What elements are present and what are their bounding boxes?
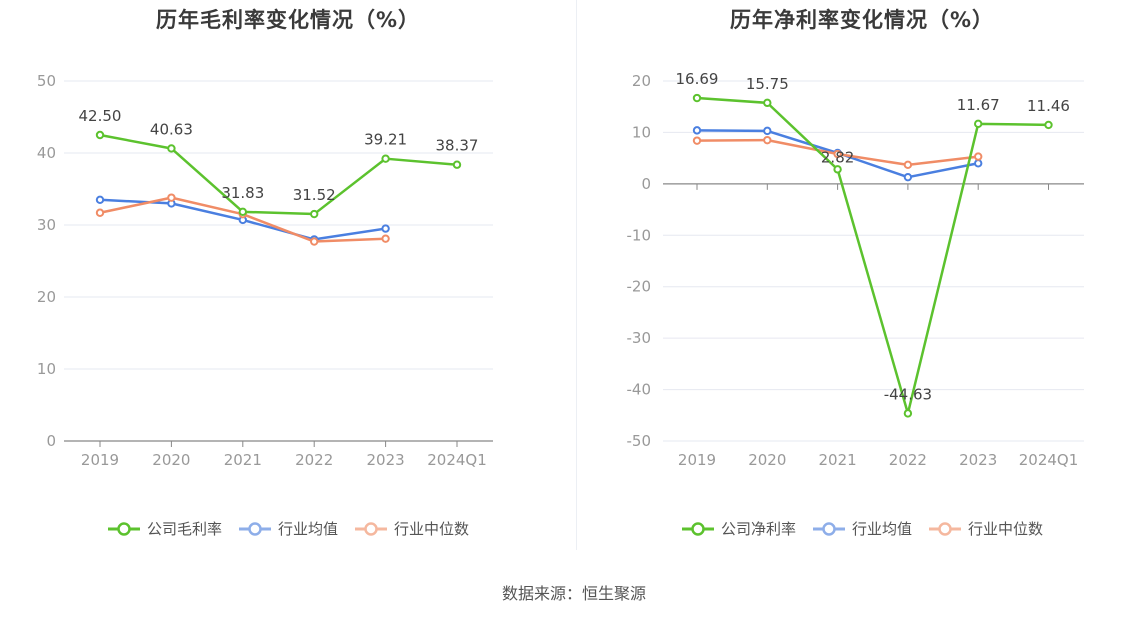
legend-label: 公司毛利率 bbox=[146, 520, 222, 538]
data-point-median bbox=[381, 234, 390, 243]
gross-margin-legend: 公司毛利率 行业均值 行业中位数 bbox=[0, 518, 576, 539]
data-point-company bbox=[238, 207, 248, 217]
data-point-median bbox=[763, 135, 772, 145]
y-tick-label: 20 bbox=[632, 72, 651, 90]
data-point-company bbox=[974, 119, 983, 129]
data-label: 31.52 bbox=[293, 186, 336, 204]
data-label: 11.46 bbox=[1027, 97, 1070, 115]
data-point-company bbox=[167, 144, 176, 153]
x-tick-label: 2021 bbox=[819, 451, 857, 469]
legend-swatch-icon bbox=[812, 521, 845, 536]
legend-swatch-icon bbox=[107, 521, 140, 536]
legend-swatch-icon bbox=[929, 521, 961, 536]
data-label: 42.50 bbox=[79, 107, 122, 125]
data-point-median bbox=[310, 237, 319, 246]
data-label: 39.21 bbox=[364, 131, 407, 149]
data-point-median bbox=[833, 149, 842, 159]
net-margin-chart-title: 历年净利率变化情况（%） bbox=[729, 8, 995, 32]
y-tick-label: -10 bbox=[627, 226, 652, 244]
net-margin-chart-panel: 历年净利率变化情况（%） 20 10 0 -10 -20 -30 -40 -50 2019 202… bbox=[576, 0, 1148, 560]
data-label: 15.75 bbox=[746, 75, 789, 93]
data-point-average bbox=[903, 172, 913, 182]
data-point-average bbox=[381, 224, 390, 233]
data-point-company bbox=[1044, 120, 1053, 130]
legend-swatch-icon bbox=[238, 521, 271, 536]
net-margin-plot: 20 10 0 -10 -20 -30 -40 -50 2019 2020 2021 2022 2023… bbox=[627, 70, 1084, 469]
x-tick-label: 2022 bbox=[889, 451, 927, 469]
y-tick-label: 0 bbox=[46, 432, 56, 450]
x-tick-label: 2022 bbox=[295, 451, 333, 469]
data-point-company bbox=[310, 209, 319, 219]
data-point-company bbox=[692, 93, 702, 103]
legend-label: 公司净利率 bbox=[720, 520, 796, 538]
data-point-median bbox=[974, 152, 983, 161]
x-tick-label: 2023 bbox=[367, 451, 405, 469]
y-tick-label: 40 bbox=[37, 144, 56, 162]
net-margin-legend: 公司净利率 行业均值 行业中位数 bbox=[576, 518, 1148, 539]
y-tick-label: 10 bbox=[37, 360, 56, 378]
data-point-median bbox=[167, 193, 176, 202]
data-label: 40.63 bbox=[150, 120, 193, 138]
y-tick-label: 50 bbox=[37, 72, 56, 90]
legend-label: 行业中位数 bbox=[968, 520, 1044, 538]
gross-margin-chart-title: 历年毛利率变化情况（%） bbox=[155, 8, 421, 32]
data-point-company bbox=[763, 98, 772, 108]
data-label: 31.83 bbox=[221, 184, 264, 202]
data-label: -44.63 bbox=[884, 385, 932, 403]
data-point-average bbox=[974, 159, 983, 168]
series-line-company bbox=[696, 96, 1049, 415]
x-tick-label: 2024Q1 bbox=[1019, 451, 1079, 469]
data-label: 38.37 bbox=[436, 137, 479, 155]
data-point-average bbox=[692, 126, 702, 135]
y-tick-label: 30 bbox=[37, 216, 56, 234]
legend-label: 行业均值 bbox=[851, 520, 912, 538]
x-tick-label: 2019 bbox=[81, 451, 119, 469]
data-point-median bbox=[95, 208, 105, 217]
data-label: 2.82 bbox=[821, 148, 854, 166]
legend-swatch-icon bbox=[355, 521, 387, 536]
panel-divider bbox=[576, 0, 577, 550]
legend-item-industry-median[interactable]: 行业中位数 bbox=[928, 518, 1043, 539]
data-point-company bbox=[452, 160, 462, 169]
data-point-company bbox=[903, 409, 913, 418]
legend-item-industry-average[interactable]: 行业均值 bbox=[812, 518, 912, 539]
y-tick-label: -20 bbox=[627, 278, 652, 296]
data-label: 11.67 bbox=[957, 96, 1000, 114]
data-point-company bbox=[833, 165, 842, 174]
data-point-company bbox=[381, 154, 390, 163]
y-tick-label: -40 bbox=[627, 381, 652, 399]
legend-label: 行业中位数 bbox=[394, 520, 470, 538]
data-point-median bbox=[903, 160, 913, 170]
legend-label: 行业均值 bbox=[277, 520, 338, 538]
y-tick-label: -30 bbox=[627, 329, 652, 347]
data-source-note: 数据来源：恒生聚源 bbox=[501, 584, 646, 603]
legend-item-company-gross-margin[interactable]: 公司毛利率 bbox=[107, 518, 222, 539]
x-tick-label: 2019 bbox=[678, 451, 716, 469]
data-point-average bbox=[95, 195, 105, 205]
gross-margin-chart-panel: 历年毛利率变化情况（%） 0 10 20 30 40 50 2019 2020 2021 2022… bbox=[0, 0, 576, 560]
legend-swatch-icon bbox=[681, 521, 714, 536]
series-line-company bbox=[99, 133, 458, 216]
y-tick-label: 10 bbox=[632, 123, 651, 141]
data-point-average bbox=[763, 126, 772, 136]
gross-margin-plot: 0 10 20 30 40 50 2019 2020 2021 2022 2023 2024Q1 42.… bbox=[37, 72, 493, 469]
legend-item-industry-median[interactable]: 行业中位数 bbox=[354, 518, 469, 539]
data-point-company bbox=[95, 130, 105, 140]
y-tick-label: -50 bbox=[627, 432, 652, 450]
x-tick-label: 2021 bbox=[224, 451, 262, 469]
data-label: 16.69 bbox=[676, 70, 719, 88]
x-tick-label: 2024Q1 bbox=[427, 451, 487, 469]
data-point-median bbox=[692, 136, 702, 145]
legend-item-industry-average[interactable]: 行业均值 bbox=[238, 518, 338, 539]
x-tick-label: 2020 bbox=[152, 451, 190, 469]
x-tick-label: 2023 bbox=[959, 451, 997, 469]
x-tick-label: 2020 bbox=[748, 451, 786, 469]
legend-item-company-net-margin[interactable]: 公司净利率 bbox=[681, 518, 796, 539]
y-tick-label: 0 bbox=[641, 175, 651, 193]
y-tick-label: 20 bbox=[37, 288, 56, 306]
